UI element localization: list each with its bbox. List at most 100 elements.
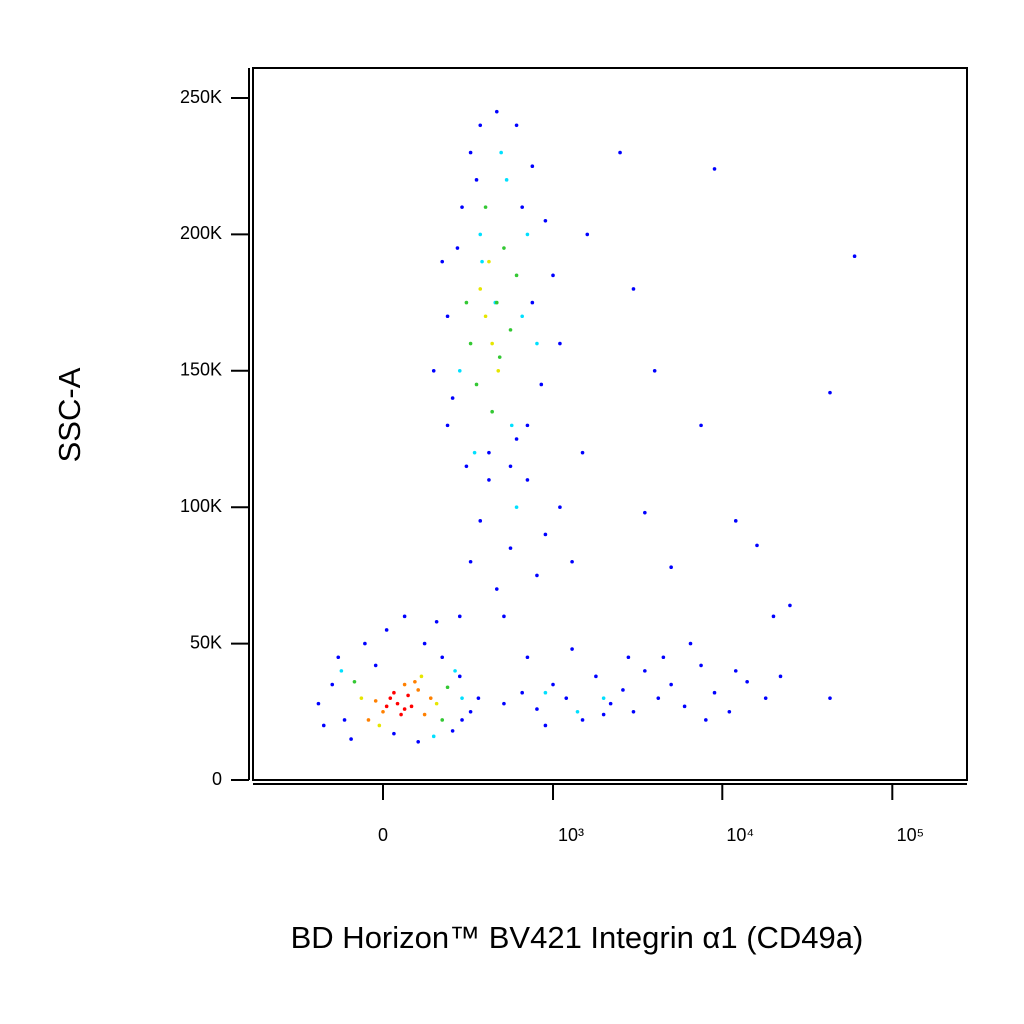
point bbox=[416, 740, 420, 744]
point bbox=[727, 710, 732, 714]
point bbox=[431, 369, 436, 373]
point bbox=[712, 690, 717, 695]
point bbox=[321, 723, 326, 728]
point bbox=[520, 690, 524, 695]
point bbox=[621, 688, 625, 692]
point bbox=[535, 341, 539, 346]
point bbox=[373, 663, 378, 668]
point bbox=[497, 355, 502, 359]
point bbox=[514, 123, 519, 128]
point bbox=[543, 723, 548, 728]
point bbox=[336, 655, 341, 660]
point bbox=[852, 254, 857, 259]
point bbox=[828, 390, 832, 395]
point bbox=[643, 669, 647, 673]
point bbox=[434, 619, 439, 624]
point bbox=[618, 150, 622, 155]
point bbox=[631, 710, 636, 714]
point bbox=[763, 696, 768, 700]
point bbox=[450, 729, 455, 733]
point bbox=[558, 505, 562, 510]
point bbox=[457, 674, 462, 679]
point bbox=[771, 614, 776, 619]
point bbox=[413, 679, 417, 684]
point bbox=[474, 382, 479, 387]
point bbox=[570, 559, 574, 564]
point bbox=[468, 341, 473, 346]
point bbox=[487, 450, 491, 455]
y-tick-label: 50K bbox=[190, 632, 222, 652]
point bbox=[468, 150, 473, 155]
point bbox=[476, 696, 481, 700]
point bbox=[460, 205, 464, 209]
point bbox=[422, 712, 427, 717]
point bbox=[440, 259, 445, 264]
y-tick-label: 200K bbox=[180, 223, 222, 243]
x-tick-label: 10⁴ bbox=[726, 825, 754, 845]
point bbox=[539, 382, 544, 387]
point bbox=[669, 682, 673, 687]
point bbox=[525, 232, 530, 237]
point bbox=[472, 450, 477, 455]
point bbox=[445, 423, 450, 428]
point bbox=[450, 396, 455, 400]
point bbox=[530, 164, 535, 169]
point bbox=[478, 123, 483, 128]
point bbox=[381, 710, 385, 714]
point bbox=[514, 273, 519, 278]
y-tick-label: 100K bbox=[180, 496, 222, 516]
point bbox=[514, 437, 519, 441]
point bbox=[480, 259, 484, 264]
point bbox=[428, 696, 433, 700]
point bbox=[478, 287, 483, 291]
point bbox=[402, 614, 407, 619]
point bbox=[704, 718, 708, 722]
point bbox=[373, 699, 378, 703]
point bbox=[494, 587, 499, 591]
point bbox=[419, 674, 424, 679]
point bbox=[490, 409, 494, 414]
point bbox=[551, 682, 555, 687]
point bbox=[661, 655, 666, 660]
point bbox=[431, 734, 436, 739]
point bbox=[478, 519, 483, 523]
point bbox=[494, 300, 499, 305]
point bbox=[682, 704, 687, 709]
point bbox=[496, 369, 501, 373]
point bbox=[474, 178, 479, 182]
point bbox=[464, 300, 469, 305]
point bbox=[508, 328, 513, 332]
point bbox=[384, 628, 389, 632]
point bbox=[352, 679, 357, 684]
point bbox=[409, 704, 414, 709]
x-tick-label: 10⁵ bbox=[897, 825, 924, 845]
point bbox=[457, 369, 462, 373]
point bbox=[733, 519, 738, 523]
point bbox=[499, 150, 503, 155]
point bbox=[535, 707, 539, 711]
point bbox=[543, 532, 548, 537]
point bbox=[399, 712, 403, 717]
point bbox=[564, 696, 569, 700]
point bbox=[363, 641, 367, 646]
point bbox=[502, 614, 506, 619]
point bbox=[788, 603, 792, 608]
point bbox=[626, 655, 631, 660]
point bbox=[570, 647, 574, 651]
point bbox=[525, 478, 530, 482]
point bbox=[445, 685, 450, 690]
point bbox=[585, 232, 590, 237]
point bbox=[514, 505, 519, 510]
point bbox=[778, 674, 783, 679]
point bbox=[509, 423, 514, 428]
point bbox=[339, 669, 344, 673]
point bbox=[652, 369, 657, 373]
point bbox=[490, 341, 494, 346]
point bbox=[699, 663, 703, 668]
point bbox=[316, 701, 321, 706]
point bbox=[656, 696, 661, 700]
point bbox=[416, 688, 420, 692]
point bbox=[349, 737, 353, 741]
point bbox=[330, 682, 335, 687]
point bbox=[359, 696, 364, 700]
